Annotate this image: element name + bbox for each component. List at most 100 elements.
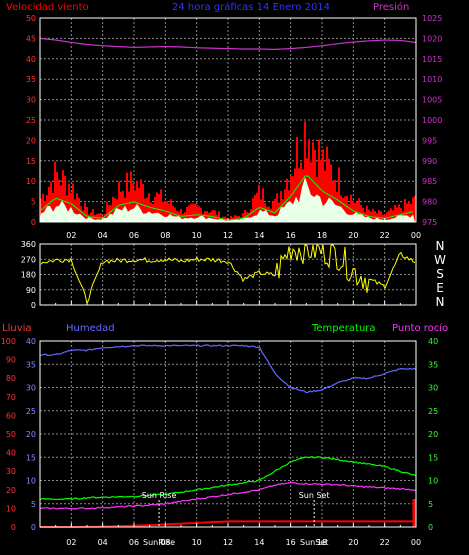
x-tick-label: 04 — [98, 231, 108, 240]
pressure-tick-label: 1020 — [422, 34, 442, 43]
pressure-tick-label: 1015 — [422, 55, 442, 64]
compass-label: E — [436, 281, 444, 295]
rain-tick-label: 50 — [6, 430, 16, 439]
pressure-tick-label: 995 — [422, 136, 437, 145]
x-tick-label: 18 — [317, 231, 327, 240]
direction-tick-label: 0 — [31, 301, 36, 310]
direction-tick-label: 270 — [21, 255, 36, 264]
dewpoint-label: Punto rocío — [392, 322, 448, 334]
temperature-tick-label: 5 — [428, 500, 433, 509]
rain-tick-label: 90 — [6, 356, 16, 365]
wind-mean-line — [40, 175, 414, 221]
pressure-tick-label: 1025 — [422, 14, 442, 23]
x-tick-label: 12 — [223, 231, 233, 240]
humidity-tick-label: 25 — [26, 407, 36, 416]
x-tick-label: 02 — [66, 231, 76, 240]
temperature-tick-label: 10 — [428, 477, 438, 486]
x-tick-label: 02 — [66, 538, 76, 547]
sun-set-label: Sun Set — [299, 491, 330, 500]
wind-tick-label: 15 — [26, 157, 36, 166]
rain-tick-label: 20 — [6, 486, 16, 495]
compass-label: N — [436, 239, 445, 253]
direction-tick-label: 360 — [21, 240, 36, 249]
temperature-tick-label: 20 — [428, 430, 438, 439]
rain-tick-label: 80 — [6, 374, 16, 383]
direction-tick-label: 90 — [26, 286, 36, 295]
pressure-tick-label: 1010 — [422, 75, 442, 84]
wind-tick-label: 20 — [26, 136, 36, 145]
wind-tick-label: 35 — [26, 75, 36, 84]
rain-tick-label: 70 — [6, 393, 16, 402]
x-tick-label: 22 — [380, 231, 390, 240]
humidity-tick-label: 35 — [26, 360, 36, 369]
rain-tick-label: 100 — [1, 337, 16, 346]
x-tick-label: 06 — [129, 231, 139, 240]
pressure-tick-label: 1005 — [422, 96, 442, 105]
x-tick-label: 00 — [411, 231, 421, 240]
x-tick-label: 06 — [129, 538, 139, 547]
wind-tick-label: 40 — [26, 55, 36, 64]
rain-tick-label: 10 — [6, 504, 16, 513]
humidity-line — [39, 344, 417, 394]
compass-label: N — [436, 295, 445, 309]
direction-tick-label: 180 — [21, 271, 36, 280]
humidity-tick-label: 0 — [31, 523, 36, 532]
wind-tick-label: 30 — [26, 96, 36, 105]
pressure-tick-label: 980 — [422, 198, 437, 207]
x-tick-label: 16 — [286, 231, 296, 240]
x-tick-label: 14 — [254, 231, 264, 240]
pressure-tick-label: 990 — [422, 157, 437, 166]
temperature-line — [39, 455, 417, 501]
rain-tick-label: 40 — [6, 449, 16, 458]
pressure-title: Presión — [373, 1, 409, 13]
x-tick-label: 10 — [192, 231, 202, 240]
pressure-line — [39, 37, 417, 50]
wind-tick-label: 50 — [26, 14, 36, 23]
humidity-tick-label: 20 — [26, 430, 36, 439]
x-tick-label: 22 — [380, 538, 390, 547]
wind-tick-label: 0 — [31, 218, 36, 227]
humidity-tick-label: 40 — [26, 337, 36, 346]
compass-label: W — [434, 253, 446, 267]
x-tick-label: 08 — [160, 538, 170, 547]
wind-tick-label: 10 — [26, 177, 36, 186]
wind-speed-title: Velocidad viento — [6, 2, 89, 13]
pressure-tick-label: 1000 — [422, 116, 442, 125]
temperature-tick-label: 30 — [428, 384, 438, 393]
compass-label: S — [436, 267, 444, 281]
rain-tick-label: 60 — [6, 411, 16, 420]
sun-set-axis-label: SunSet — [300, 538, 328, 547]
pressure-tick-label: 975 — [422, 218, 437, 227]
temperature-tick-label: 35 — [428, 360, 438, 369]
temperature-tick-label: 0 — [428, 523, 433, 532]
wind-tick-label: 45 — [26, 34, 36, 43]
humidity-label: Humedad — [66, 323, 115, 334]
x-tick-label: 08 — [160, 231, 170, 240]
wind-tick-label: 5 — [31, 198, 36, 207]
temperature-tick-label: 25 — [428, 407, 438, 416]
humidity-tick-label: 5 — [31, 500, 36, 509]
x-tick-label: 16 — [286, 538, 296, 547]
wind-direction-line — [40, 243, 416, 305]
humidity-tick-label: 15 — [26, 453, 36, 462]
x-tick-label: 10 — [192, 538, 202, 547]
rain-label: Lluvia — [2, 323, 32, 334]
pressure-tick-label: 985 — [422, 177, 437, 186]
rain-tick-label: 30 — [6, 467, 16, 476]
humidity-tick-label: 10 — [26, 477, 36, 486]
rain-tick-label: 0 — [11, 523, 16, 532]
wind-average-area — [40, 177, 415, 222]
x-tick-label: 20 — [348, 231, 358, 240]
sun-rise-axis-label: SunRise — [143, 538, 175, 547]
x-tick-label: 00 — [411, 538, 421, 547]
x-tick-label: 12 — [223, 538, 233, 547]
x-tick-label: 04 — [98, 538, 108, 547]
date-title: 24 hora gráficas 14 Enero 2014 — [172, 1, 330, 13]
x-tick-label: 20 — [348, 538, 358, 547]
temperature-tick-label: 40 — [428, 337, 438, 346]
wind-tick-label: 25 — [26, 116, 36, 125]
temperature-label: Temperatura — [311, 323, 376, 334]
x-tick-label: 18 — [317, 538, 327, 547]
dewpoint-line — [39, 481, 417, 510]
